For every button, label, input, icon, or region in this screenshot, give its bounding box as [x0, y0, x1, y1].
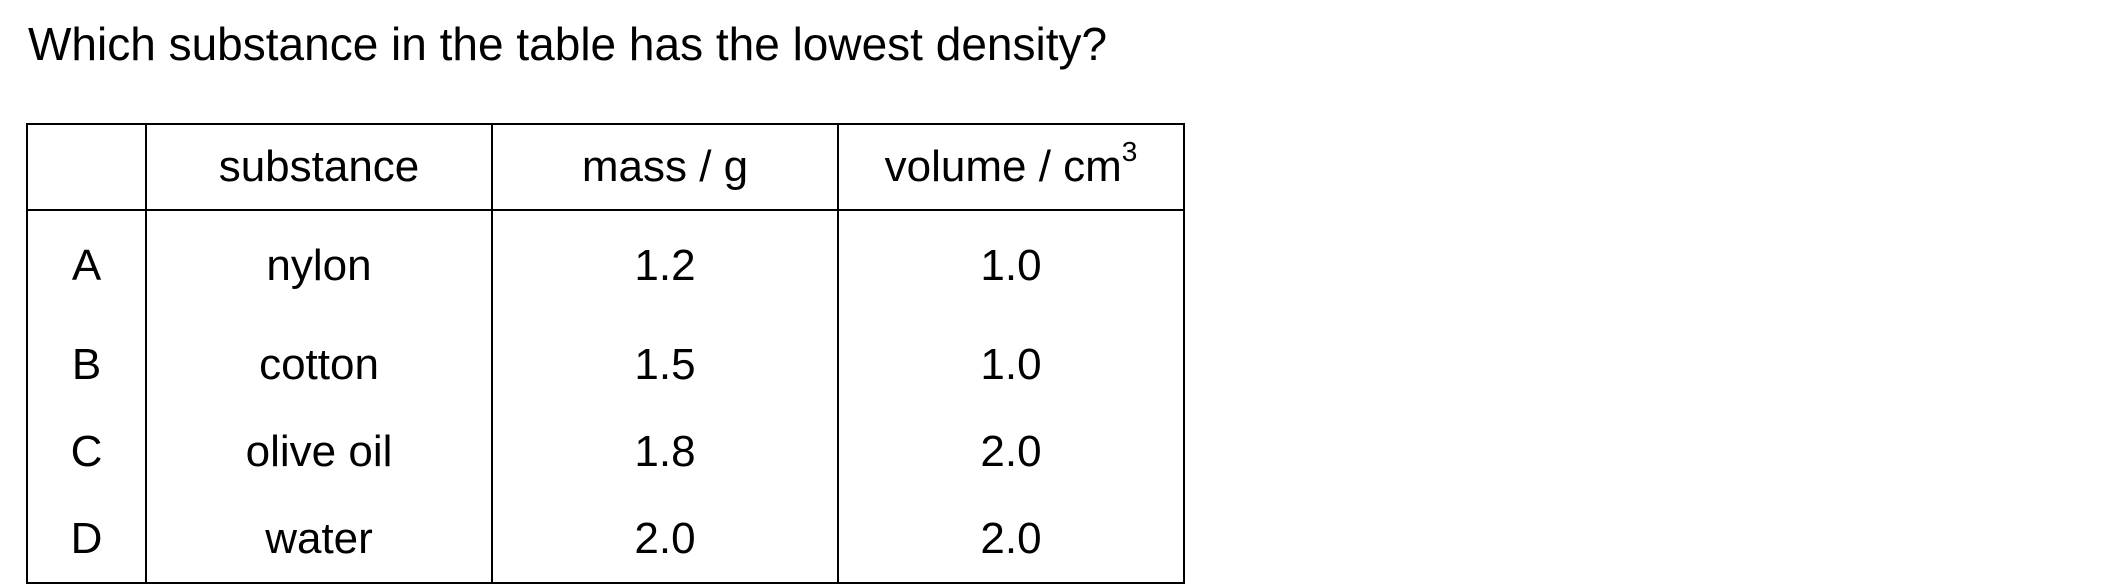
row-label: D	[26, 495, 147, 584]
cell-volume: 1.0	[837, 210, 1185, 321]
table-row: C olive oil 1.8 2.0	[26, 408, 1185, 495]
cell-mass: 1.8	[491, 408, 839, 495]
cell-volume: 1.0	[837, 321, 1185, 408]
header-volume-superscript: 3	[1121, 136, 1138, 167]
table-row: B cotton 1.5 1.0	[26, 321, 1185, 408]
header-volume: volume / cm3	[837, 123, 1185, 211]
cell-substance: cotton	[145, 321, 493, 408]
table-row: A nylon 1.2 1.0	[26, 210, 1185, 321]
density-table: substance mass / g volume / cm3 A nylon …	[26, 123, 1185, 584]
cell-substance: water	[145, 495, 493, 584]
header-mass: mass / g	[491, 123, 839, 211]
table-header-row: substance mass / g volume / cm3	[26, 123, 1185, 211]
header-option-label	[26, 123, 147, 211]
cell-substance: olive oil	[145, 408, 493, 495]
cell-mass: 2.0	[491, 495, 839, 584]
cell-volume: 2.0	[837, 495, 1185, 584]
header-volume-text: volume / cm	[884, 142, 1122, 191]
header-substance: substance	[145, 123, 493, 211]
question-text: Which substance in the table has the low…	[28, 18, 1108, 70]
row-label: A	[26, 210, 147, 321]
cell-substance: nylon	[145, 210, 493, 321]
row-label: B	[26, 321, 147, 408]
cell-mass: 1.2	[491, 210, 839, 321]
row-label: C	[26, 408, 147, 495]
cell-mass: 1.5	[491, 321, 839, 408]
cell-volume: 2.0	[837, 408, 1185, 495]
table-row: D water 2.0 2.0	[26, 495, 1185, 584]
